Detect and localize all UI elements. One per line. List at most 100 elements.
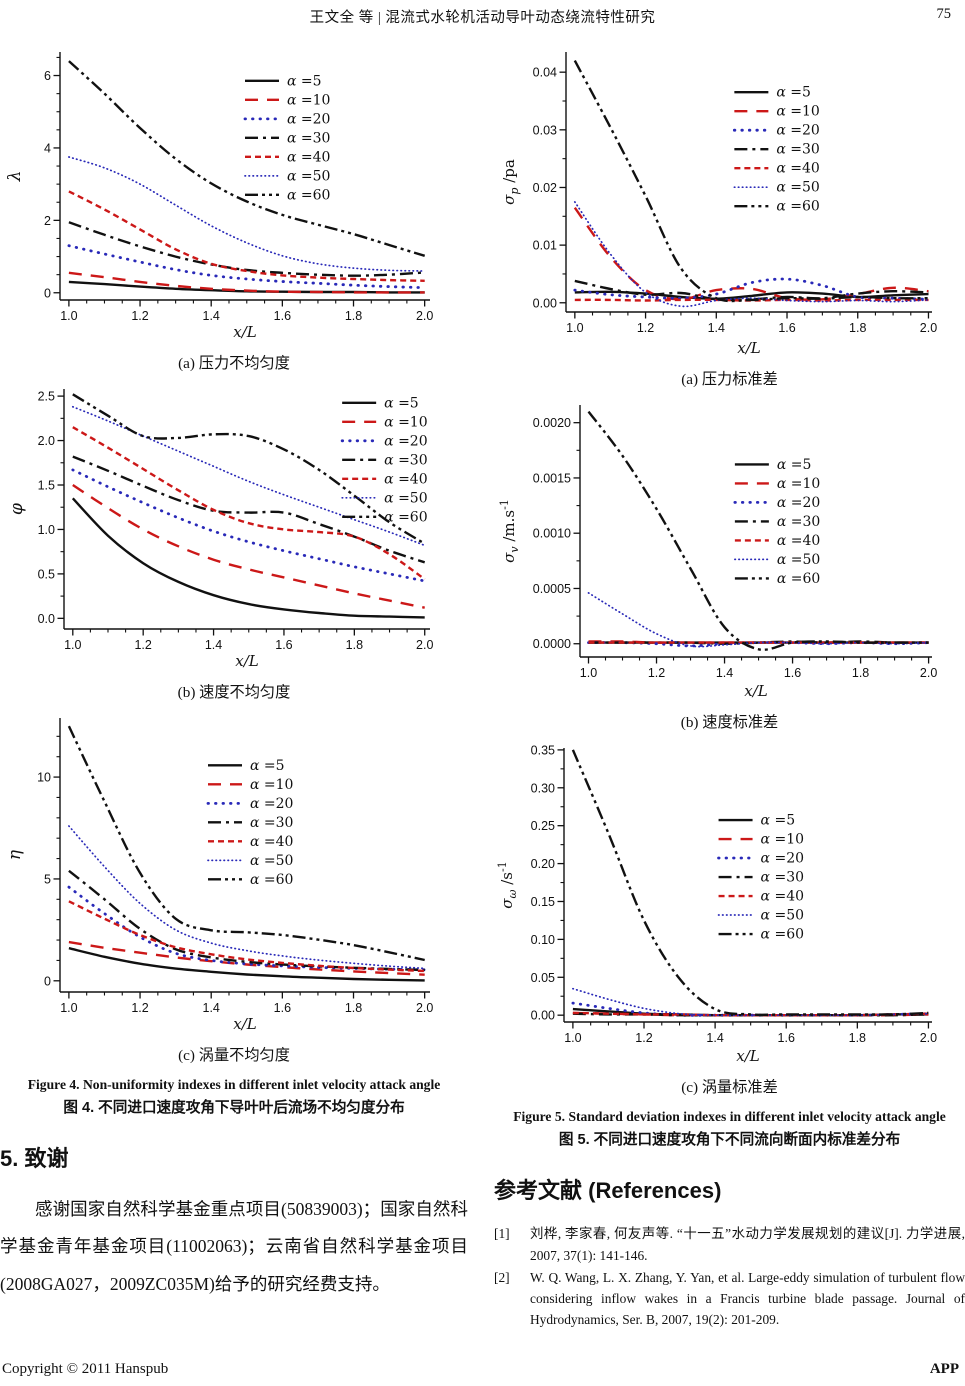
copyright-notice: Copyright © 2011 Hanspub	[2, 1361, 169, 1377]
svg-text:α =40: α =40	[776, 161, 819, 177]
svg-text:1.8: 1.8	[345, 1001, 362, 1015]
svg-text:1.6: 1.6	[778, 1031, 795, 1045]
svg-text:α =40: α =40	[287, 149, 330, 165]
svg-text:α =40: α =40	[250, 834, 293, 850]
svg-text:α =60: α =60	[287, 187, 330, 203]
svg-text:α =30: α =30	[777, 514, 820, 530]
svg-text:0.25: 0.25	[531, 819, 555, 833]
svg-text:0.02: 0.02	[533, 181, 557, 195]
svg-text:2.0: 2.0	[38, 434, 55, 448]
svg-text:2.0: 2.0	[920, 1031, 937, 1045]
figure5-caption-chinese: 图 5. 不同进口速度攻角下不同流向断面内标准差分布	[558, 1132, 901, 1149]
svg-text:1.4: 1.4	[706, 1031, 723, 1045]
panel-caption-fig5c: (c) 涡量标准差	[681, 1079, 778, 1096]
svg-text:1.0: 1.0	[60, 309, 77, 323]
svg-text:1.0: 1.0	[580, 666, 597, 680]
svg-text:α =5: α =5	[384, 395, 419, 411]
svg-text:α =20: α =20	[777, 495, 820, 511]
svg-text:1.8: 1.8	[345, 309, 362, 323]
svg-text:0.30: 0.30	[531, 781, 555, 795]
journal-abbreviation: APP	[929, 1361, 959, 1377]
running-head: 王文全 等 | 混流式水轮机活动导叶动态绕流特性研究	[309, 10, 656, 26]
svg-text:0.05: 0.05	[531, 971, 555, 985]
svg-text:1.4: 1.4	[205, 638, 222, 652]
svg-text:α =10: α =10	[250, 777, 293, 793]
svg-text:1.0: 1.0	[564, 1031, 581, 1045]
svg-text:α =20: α =20	[384, 433, 427, 449]
svg-text:0.0010: 0.0010	[533, 527, 571, 541]
svg-text:α =30: α =30	[287, 130, 330, 146]
references-heading: 参考文献 (References)	[494, 1178, 722, 1204]
svg-text:1.4: 1.4	[716, 666, 733, 680]
svg-text:1.6: 1.6	[275, 638, 292, 652]
svg-text:1.8: 1.8	[852, 666, 869, 680]
svg-text:1.2: 1.2	[635, 1031, 652, 1045]
svg-text:α =50: α =50	[287, 168, 330, 184]
svg-text:0.01: 0.01	[533, 239, 557, 253]
figure4-panel-b: 1.0 1.2 1.4 1.6 1.8 2.0 0.0 0.5 1.0 1.5 2.0 2.5 x/L φ…	[0, 381, 468, 702]
svg-text:0.5: 0.5	[38, 567, 55, 581]
svg-text:0.20: 0.20	[531, 857, 555, 871]
svg-text:2.0: 2.0	[920, 666, 937, 680]
svg-text:α =30: α =30	[250, 815, 293, 831]
svg-text:0.0000: 0.0000	[533, 637, 571, 651]
panel-caption-fig4b: (b) 速度不均匀度	[177, 684, 291, 701]
svg-text:α =30: α =30	[776, 142, 819, 158]
page-footer: Copyright © 2011 Hanspub APP	[0, 1356, 965, 1378]
svg-text:1.8: 1.8	[849, 1031, 866, 1045]
svg-text:5: 5	[44, 872, 51, 886]
svg-text:0.0: 0.0	[38, 612, 55, 626]
svg-text:x/L: x/L	[235, 652, 259, 670]
svg-text:1.4: 1.4	[708, 321, 725, 335]
svg-text:1.2: 1.2	[131, 1001, 148, 1015]
svg-text:α =10: α =10	[287, 92, 330, 108]
chart-canvas-fig5b: 1.0 1.2 1.4 1.6 1.8 2.0 0.0000 0.0005 0.0010 0.00…	[498, 405, 937, 700]
svg-text:α =20: α =20	[287, 111, 330, 127]
svg-text:α =10: α =10	[776, 104, 819, 120]
svg-text:α =5: α =5	[250, 758, 285, 774]
svg-text:1.6: 1.6	[778, 321, 795, 335]
svg-text:α =30: α =30	[761, 870, 804, 886]
chart-canvas-fig4a: 1.0 1.2 1.4 1.6 1.8 2.0 0 2 4 6 x/L λ α =5 α =10 α =20…	[5, 52, 433, 341]
svg-text:α =60: α =60	[384, 509, 427, 525]
chart-canvas-fig4b: 1.0 1.2 1.4 1.6 1.8 2.0 0.0 0.5 1.0 1.5 2.0 2.5 x/L φ…	[7, 389, 433, 670]
panel-caption-fig4a: (a) 压力不均匀度	[178, 355, 290, 372]
figure5-panel-c: 1.0 1.2 1.4 1.6 1.8 2.0 0.00 0.05 0.10 0.15 0.20 0.…	[494, 740, 965, 1097]
chart-canvas-fig5a: 1.0 1.2 1.4 1.6 1.8 2.0 0.00 0.01 0.02 0.03 0.04 x/…	[500, 52, 937, 357]
svg-text:α =5: α =5	[777, 457, 812, 473]
svg-text:α =40: α =40	[384, 471, 427, 487]
panel-caption-fig4c: (c) 涡量不均匀度	[178, 1047, 290, 1064]
page-header: 王文全 等 | 混流式水轮机活动导叶动态绕流特性研究 75	[0, 6, 965, 30]
figure4-panel-c: 1.0 1.2 1.4 1.6 1.8 2.0 0 5 10 x/L η α =5 α =10 α =20…	[0, 710, 468, 1065]
acknowledgement-paragraph: 感谢国家自然科学基金重点项目(50839003)；国家自然科学基金青年基金项目(…	[0, 1199, 468, 1294]
svg-text:α =40: α =40	[761, 889, 804, 905]
svg-text:1.2: 1.2	[648, 666, 665, 680]
reference-number: [2]	[494, 1269, 510, 1285]
svg-text:α =20: α =20	[250, 796, 293, 812]
svg-text:0.0005: 0.0005	[533, 582, 571, 596]
svg-text:0.15: 0.15	[531, 895, 555, 909]
page-number: 75	[936, 6, 952, 22]
svg-text:σp /pa: σp /pa	[500, 159, 521, 205]
svg-text:α =50: α =50	[384, 490, 427, 506]
svg-text:0.04: 0.04	[533, 66, 557, 80]
svg-text:10: 10	[37, 771, 51, 785]
svg-text:α =60: α =60	[761, 927, 804, 943]
svg-text:α =20: α =20	[776, 123, 819, 139]
reference-text: W. Q. Wang, L. X. Zhang, Y. Yan, et al. …	[530, 1269, 965, 1328]
svg-text:1.2: 1.2	[637, 321, 654, 335]
svg-text:1.0: 1.0	[38, 523, 55, 537]
svg-text:1.0: 1.0	[64, 638, 81, 652]
svg-text:1.6: 1.6	[784, 666, 801, 680]
chart-canvas-fig5c: 1.0 1.2 1.4 1.6 1.8 2.0 0.00 0.05 0.10 0.15 0.20 0.…	[496, 743, 937, 1065]
svg-text:1.0: 1.0	[60, 1001, 77, 1015]
svg-text:6: 6	[44, 69, 51, 83]
figure5-caption-english: Figure 5. Standard deviation indexes in …	[513, 1109, 946, 1124]
two-column-layout: 1.0 1.2 1.4 1.6 1.8 2.0 0 2 4 6 x/L λ α =5 α =10 α =20…	[0, 44, 965, 1331]
svg-text:σv /m.s-1: σv /m.s-1	[498, 499, 521, 563]
svg-text:α =10: α =10	[761, 832, 804, 848]
svg-text:0.03: 0.03	[533, 123, 557, 137]
left-column: 1.0 1.2 1.4 1.6 1.8 2.0 0 2 4 6 x/L λ α =5 α =10 α =20…	[0, 44, 468, 1331]
svg-text:x/L: x/L	[736, 1047, 760, 1065]
svg-text:2: 2	[44, 214, 51, 228]
